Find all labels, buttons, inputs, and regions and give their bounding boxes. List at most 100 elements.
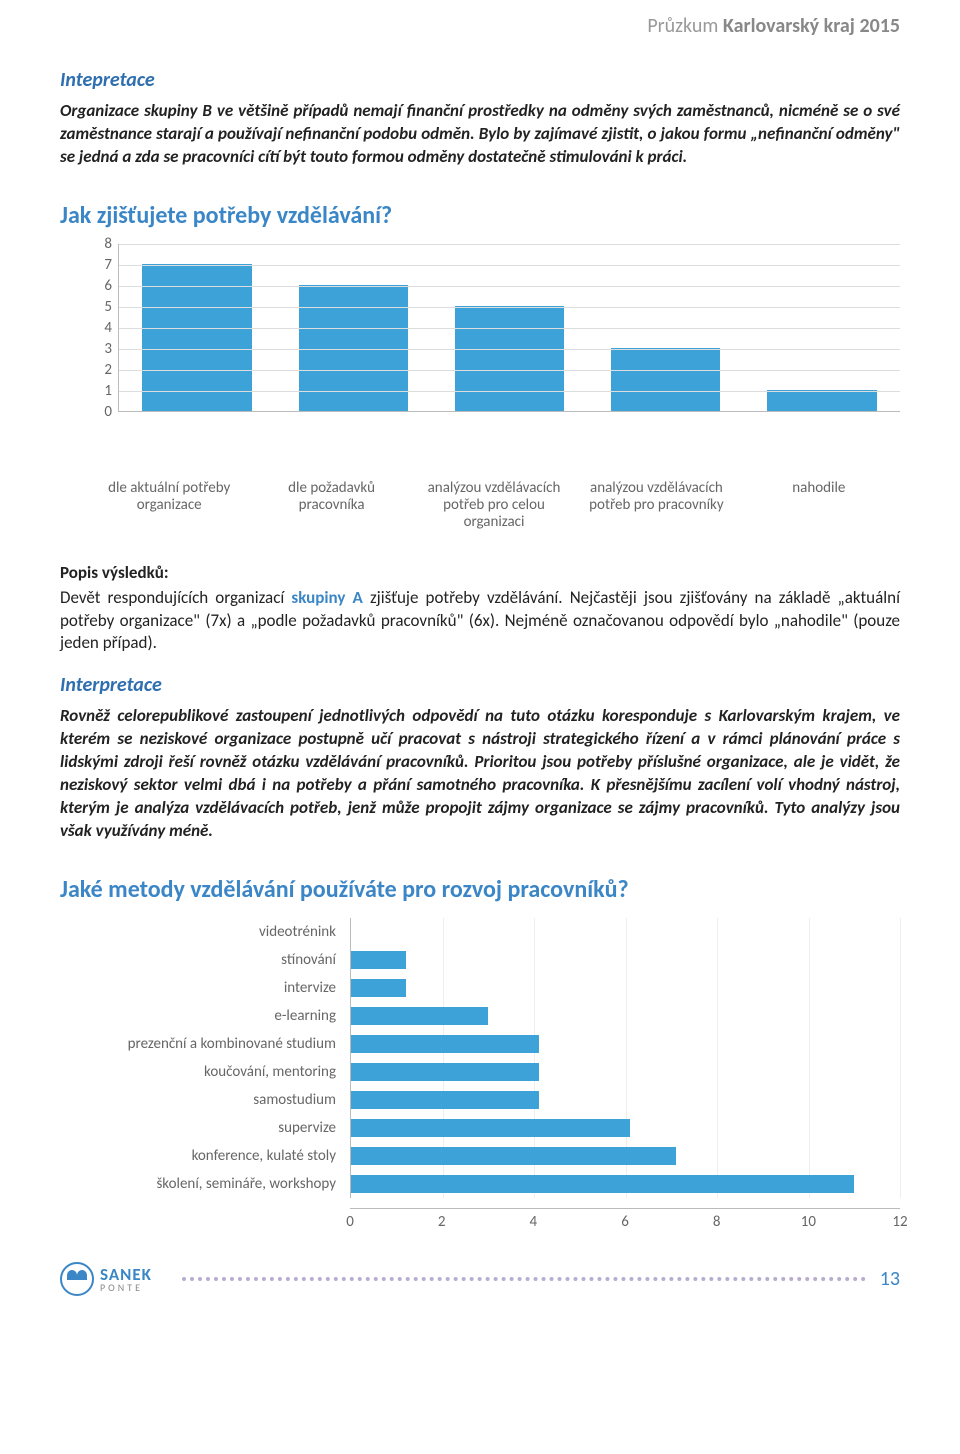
chart2-track [350, 946, 900, 974]
chart2-label: supervize [60, 1119, 350, 1137]
chart2-gridline [900, 1058, 901, 1086]
chart2-bar [351, 951, 406, 969]
chart1-gridline [119, 349, 900, 350]
chart2-bar [351, 1175, 854, 1193]
chart1-xlabel: analýzou vzdělávacích potřeb pro pracovn… [575, 474, 737, 532]
chart2-track [350, 1114, 900, 1142]
chart1-plot [118, 244, 900, 412]
chart1-ytick: 8 [104, 235, 112, 253]
page-number: 13 [880, 1267, 900, 1291]
chart2-gridline [809, 974, 810, 1002]
chart2-gridline [900, 946, 901, 974]
chart2-gridline [900, 1170, 901, 1198]
chart2-row: prezenční a kombinované studium [60, 1030, 900, 1058]
chart1-xlabel: analýzou vzdělávacích potřeb pro celou o… [413, 474, 575, 532]
logo-text: SANEK PONTE [100, 1266, 152, 1293]
chart2-track [350, 1086, 900, 1114]
chart2-gridline [900, 918, 901, 946]
chart2-gridline [717, 946, 718, 974]
chart2-track [350, 1030, 900, 1058]
chart1-ytick: 7 [104, 256, 112, 274]
chart2-row: e-learning [60, 1002, 900, 1030]
chart1-xlabel: nahodile [738, 474, 900, 532]
chart1: 012345678 [90, 244, 900, 454]
chart2-title: Jaké metody vzdělávání používáte pro roz… [60, 875, 900, 904]
chart1-xlabel: dle aktuální potřeby organizace [88, 474, 250, 532]
chart2-xaxis: 024681012 [350, 1208, 900, 1234]
chart2-row: stínování [60, 946, 900, 974]
survey-title-year: 2015 [859, 14, 900, 38]
chart1-ytick: 0 [104, 403, 112, 421]
interpretation-text-1: Organizace skupiny B ve většině případů … [60, 100, 900, 169]
chart2-label: intervize [60, 979, 350, 997]
chart2-track [350, 918, 900, 946]
chart2-xtick: 12 [892, 1213, 907, 1231]
chart2-label: konference, kulaté stoly [60, 1147, 350, 1165]
chart2-gridline [900, 1114, 901, 1142]
chart2-label: videotrénink [60, 923, 350, 941]
chart2-gridline [717, 1002, 718, 1030]
chart2-gridline [809, 1114, 810, 1142]
chart2-gridline [717, 1086, 718, 1114]
chart2-gridline [809, 1058, 810, 1086]
chart2-track [350, 1142, 900, 1170]
chart2-gridline [717, 1142, 718, 1170]
chart2-gridline [809, 1002, 810, 1030]
chart2: videotrénink stínování intervize e-learning… [60, 918, 900, 1198]
chart2-label: samostudium [60, 1091, 350, 1109]
chart1-gridline [119, 244, 900, 245]
chart2-gridline [900, 1002, 901, 1030]
chart2-label: stínování [60, 951, 350, 969]
chart2-bar [351, 1147, 676, 1165]
chart2-gridline [626, 946, 627, 974]
chart2-row: supervize [60, 1114, 900, 1142]
chart1-gridline [119, 265, 900, 266]
survey-title: Průzkum Karlovarský kraj 2015 [647, 14, 900, 38]
chart2-label: školení, semináře, workshopy [60, 1175, 350, 1193]
chart1-ytick: 2 [104, 361, 112, 379]
chart2-gridline [534, 918, 535, 946]
chart2-label: e-learning [60, 1007, 350, 1025]
chart2-bar [351, 1035, 539, 1053]
chart2-row: intervize [60, 974, 900, 1002]
chart2-gridline [809, 918, 810, 946]
chart1-yaxis: 012345678 [90, 244, 118, 412]
chart2-gridline [626, 974, 627, 1002]
chart2-gridline [717, 1058, 718, 1086]
logo-main: SANEK [100, 1266, 152, 1283]
chart2-xtick: 4 [530, 1213, 538, 1231]
chart2-gridline [809, 946, 810, 974]
page-footer: SANEK PONTE 13 [60, 1262, 900, 1296]
chart2-gridline [626, 1002, 627, 1030]
chart2-label: prezenční a kombinované studium [60, 1035, 350, 1053]
chart1-ytick: 4 [104, 319, 112, 337]
results-text: Devět respondujících organizací skupiny … [60, 587, 900, 656]
chart1-bar [299, 285, 408, 411]
page-header: Průzkum Karlovarský kraj 2015 [60, 14, 900, 38]
chart2-gridline [626, 1058, 627, 1086]
chart2-gridline [626, 1030, 627, 1058]
chart2-bar [351, 1091, 539, 1109]
chart2-xtick: 10 [801, 1213, 816, 1231]
chart2-gridline [626, 918, 627, 946]
chart1-bar [455, 306, 564, 411]
chart2-gridline [534, 946, 535, 974]
chart1-ytick: 1 [104, 382, 112, 400]
chart2-gridline [717, 918, 718, 946]
results-label: Popis výsledků: [60, 562, 900, 583]
results-skupina: skupiny A [291, 587, 362, 608]
chart2-row: koučování, mentoring [60, 1058, 900, 1086]
logo-icon [60, 1262, 94, 1296]
chart2-bar [351, 1007, 488, 1025]
chart1-ytick: 6 [104, 277, 112, 295]
chart2-row: školení, semináře, workshopy [60, 1170, 900, 1198]
chart1-bar [611, 348, 720, 411]
chart2-gridline [443, 918, 444, 946]
chart2-bar [351, 979, 406, 997]
chart2-gridline [534, 1002, 535, 1030]
chart2-xtick: 2 [438, 1213, 446, 1231]
chart2-xtick: 6 [621, 1213, 629, 1231]
chart2-bar [351, 1119, 630, 1137]
chart2-gridline [717, 1114, 718, 1142]
chart2-gridline [900, 974, 901, 1002]
